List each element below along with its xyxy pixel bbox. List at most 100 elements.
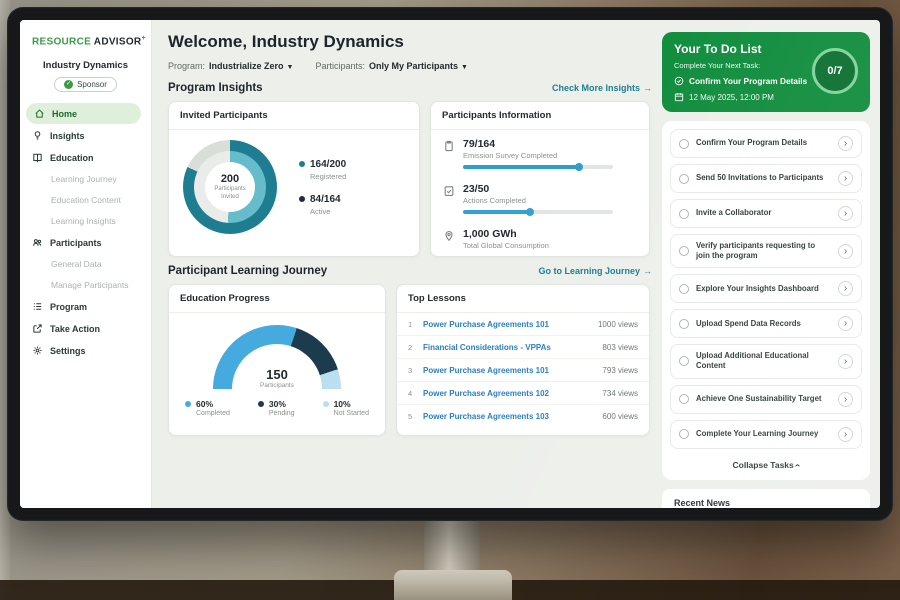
app-logo: RESOURCE ADVISOR+ bbox=[20, 35, 151, 47]
chevron-right-icon[interactable]: › bbox=[838, 281, 853, 297]
lesson-link[interactable]: Power Purchase Agreements 101 bbox=[423, 365, 549, 375]
lesson-row[interactable]: 3 Power Purchase Agreements 101 793 view… bbox=[397, 359, 649, 382]
todo-item[interactable]: Verify participants requesting to join t… bbox=[670, 234, 862, 269]
calendar-icon bbox=[674, 93, 684, 102]
sidebar-item-education-content[interactable]: Education Content bbox=[51, 195, 121, 206]
checkbox-icon[interactable] bbox=[679, 246, 689, 257]
chevron-right-icon[interactable]: › bbox=[838, 136, 853, 151]
lesson-row[interactable]: 5 Power Purchase Agreements 103 600 view… bbox=[408, 411, 638, 421]
check-more-insights-link[interactable]: Check More Insights → bbox=[551, 83, 652, 93]
todo-next-task[interactable]: Confirm Your Program Details bbox=[674, 76, 809, 86]
wall-edge bbox=[0, 0, 10, 600]
page-title: Welcome, Industry Dynamics bbox=[168, 32, 404, 51]
stat-consumption: 1,000 GWh Total Global Consumption bbox=[431, 220, 649, 256]
program-filter-value: Industrialize Zero bbox=[209, 61, 284, 71]
todo-item[interactable]: Upload Additional Educational Content › bbox=[670, 344, 862, 379]
sidebar-item-education[interactable]: Education bbox=[20, 147, 151, 168]
program-filter[interactable]: Program: Industrialize Zero ▼ bbox=[168, 61, 293, 71]
lesson-link[interactable]: Financial Considerations - VPPAs bbox=[423, 342, 551, 352]
legend-registered: 164/200 Registered bbox=[299, 159, 346, 181]
chevron-right-icon[interactable]: › bbox=[838, 206, 853, 221]
todo-item[interactable]: Upload Spend Data Records › bbox=[670, 309, 862, 339]
lesson-link[interactable]: Power Purchase Agreements 102 bbox=[423, 388, 549, 398]
todo-item[interactable]: Invite a Collaborator › bbox=[670, 199, 862, 228]
sidebar-item-general-data[interactable]: General Data bbox=[51, 259, 102, 270]
monitor-stand-base bbox=[394, 570, 512, 600]
chevron-right-icon[interactable]: › bbox=[838, 243, 853, 259]
stat-emission-survey: 79/164 Emission Survey Completed bbox=[431, 130, 649, 175]
check-list-icon bbox=[444, 186, 454, 196]
book-icon bbox=[33, 154, 42, 163]
learning-journey-title: Participant Learning Journey bbox=[168, 265, 328, 277]
sponsor-icon: ✓ bbox=[64, 80, 74, 90]
go-to-learning-journey-link[interactable]: Go to Learning Journey → bbox=[538, 266, 652, 276]
checkbox-icon[interactable] bbox=[679, 283, 689, 294]
checkbox-icon[interactable] bbox=[679, 138, 689, 149]
todo-summary-card: Your To Do List Complete Your Next Task:… bbox=[662, 32, 870, 112]
program-insights-title: Program Insights bbox=[168, 82, 263, 94]
check-circle-icon bbox=[674, 76, 684, 86]
sidebar-item-insights[interactable]: Insights bbox=[20, 125, 151, 146]
sidebar-item-learning-insights[interactable]: Learning Insights bbox=[51, 216, 116, 227]
lessons-card-title: Top Lessons bbox=[397, 285, 649, 313]
people-icon bbox=[33, 239, 42, 247]
participants-filter-value: Only My Participants bbox=[369, 61, 459, 71]
chevron-right-icon[interactable]: › bbox=[838, 353, 853, 369]
chevron-right-icon[interactable]: › bbox=[838, 316, 853, 332]
top-lessons-card: Top Lessons 1 Power Purchase Agreements … bbox=[396, 284, 650, 436]
filters-row: Program: Industrialize Zero ▼ Participants… bbox=[168, 61, 652, 71]
org-name: Industry Dynamics bbox=[43, 60, 128, 72]
checkbox-icon[interactable] bbox=[679, 318, 689, 329]
clipboard-icon bbox=[445, 140, 453, 152]
legend-active: 84/164 Active bbox=[299, 194, 346, 216]
collapse-tasks-button[interactable]: Collapse Tasks › bbox=[732, 459, 804, 470]
sidebar-item-program[interactable]: Program bbox=[20, 296, 151, 317]
todo-item[interactable]: Explore Your Insights Dashboard › bbox=[670, 274, 862, 304]
sidebar-item-home[interactable]: Home bbox=[26, 103, 141, 125]
sidebar-item-settings[interactable]: Settings bbox=[20, 340, 151, 361]
checkbox-icon[interactable] bbox=[679, 394, 689, 404]
arrow-right-icon: → bbox=[643, 83, 652, 93]
main-content: Welcome, Industry Dynamics Program: Indus… bbox=[152, 20, 662, 508]
todo-due-date: 12 May 2025, 12:00 PM bbox=[674, 92, 858, 102]
logo-text-resource: RESOURCE bbox=[32, 36, 92, 48]
checkbox-icon[interactable] bbox=[679, 429, 689, 439]
sidebar-nav: Home Insights Education Learning Journey… bbox=[20, 102, 151, 362]
todo-title: Your To Do List bbox=[674, 42, 762, 56]
sidebar-item-take-action[interactable]: Take Action bbox=[20, 318, 151, 339]
invited-card-title: Invited Participants bbox=[169, 102, 419, 130]
todo-item[interactable]: Confirm Your Program Details › bbox=[670, 129, 862, 158]
lesson-row[interactable]: 1 Power Purchase Agreements 101 1000 vie… bbox=[397, 313, 649, 336]
sidebar-item-learning-journey[interactable]: Learning Journey bbox=[51, 174, 117, 185]
participants-information-card: Participants Information 79/164 Emission… bbox=[430, 101, 650, 257]
todo-item[interactable]: Achieve One Sustainability Target › bbox=[670, 384, 862, 414]
lesson-link[interactable]: Power Purchase Agreements 101 bbox=[423, 319, 549, 329]
sidebar-item-participants[interactable]: Participants bbox=[20, 232, 151, 253]
active-dot-icon bbox=[299, 195, 305, 202]
location-pin-icon bbox=[445, 231, 453, 242]
checkbox-icon[interactable] bbox=[679, 173, 689, 184]
sidebar-item-manage-participants[interactable]: Manage Participants bbox=[51, 280, 129, 291]
lesson-link[interactable]: Power Purchase Agreements 103 bbox=[423, 411, 549, 421]
checkbox-icon[interactable] bbox=[679, 356, 689, 367]
participants-filter[interactable]: Participants: Only My Participants ▼ bbox=[315, 61, 468, 71]
invited-donut-chart: 200 Participants Invited bbox=[183, 140, 277, 234]
recent-news-card[interactable]: Recent News bbox=[662, 488, 870, 508]
todo-item[interactable]: Send 50 Invitations to Participants › bbox=[670, 164, 862, 193]
todo-item[interactable]: Complete Your Learning Journey › bbox=[670, 419, 862, 449]
todo-panel: Your To Do List Complete Your Next Task:… bbox=[662, 20, 880, 508]
sidebar: RESOURCE ADVISOR+ Industry Dynamics ✓ Sp… bbox=[20, 20, 152, 508]
dashboard-screen: RESOURCE ADVISOR+ Industry Dynamics ✓ Sp… bbox=[20, 20, 880, 508]
chevron-right-icon[interactable]: › bbox=[838, 171, 853, 186]
sponsor-badge[interactable]: ✓ Sponsor bbox=[54, 77, 117, 93]
gauge-center: 150 Participants bbox=[260, 367, 294, 389]
lesson-row[interactable]: 4 Power Purchase Agreements 102 734 view… bbox=[397, 382, 649, 405]
chevron-right-icon[interactable]: › bbox=[838, 426, 853, 442]
chevron-right-icon[interactable]: › bbox=[838, 391, 853, 407]
monitor-bezel: RESOURCE ADVISOR+ Industry Dynamics ✓ Sp… bbox=[7, 7, 893, 521]
checkbox-icon[interactable] bbox=[679, 208, 689, 219]
not-started-dot-icon bbox=[322, 401, 329, 407]
lesson-row[interactable]: 2 Financial Considerations - VPPAs 803 v… bbox=[397, 336, 649, 359]
completed-dot-icon bbox=[185, 401, 191, 407]
legend-not-started: 10% Not Started bbox=[322, 399, 369, 417]
